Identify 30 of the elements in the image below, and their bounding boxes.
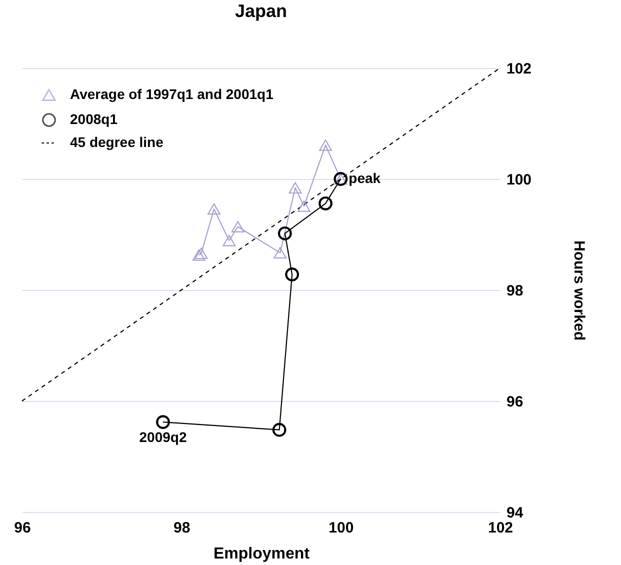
y-tick-label: 102 [506,60,532,78]
y-axis-title: Hours worked [570,240,588,341]
point [272,422,286,437]
point [156,415,170,430]
point [231,221,244,232]
y-tick-label: 94 [506,504,524,522]
legend-label: 2008q1 [70,111,118,127]
annotation: 2009q2 [139,429,187,446]
point [318,196,332,210]
point [288,182,302,194]
x-tick-label: 96 [14,520,31,536]
point [298,200,310,212]
point [208,203,220,215]
annotation: peak [348,170,381,186]
point [285,268,300,282]
legend-label: 45 degree line [70,134,164,150]
point [222,234,236,246]
chart-title: Japan [234,1,288,21]
y-tick-label: 100 [506,172,532,188]
x-tick-label: 98 [173,520,190,536]
y-tick-label: 98 [506,282,524,300]
point [274,247,287,258]
point [319,139,332,151]
legend-label: Average of 1997q1 and 2001q1 [70,86,274,102]
x-tick-label: 100 [328,520,354,536]
point [192,249,206,261]
point [278,226,292,240]
x-axis-title: Employment [213,546,310,562]
y-tick-label: 96 [506,394,524,410]
point [194,248,208,260]
